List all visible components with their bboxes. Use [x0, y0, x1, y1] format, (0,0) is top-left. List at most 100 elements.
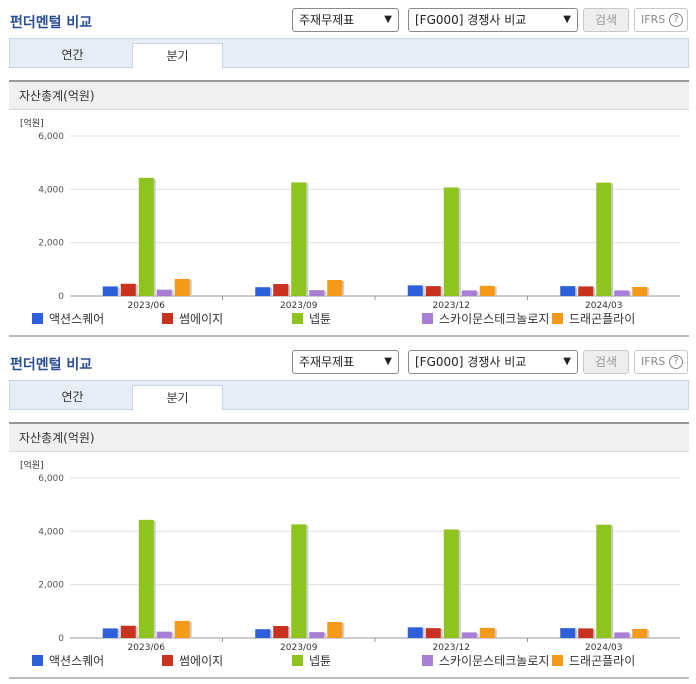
section-title: 자산총계(억원): [9, 422, 689, 452]
bar: [273, 626, 289, 638]
y-tick-label: 2,000: [38, 239, 64, 249]
compare-select-value: [FG000] 경쟁사 비교: [415, 355, 527, 369]
bar: [425, 286, 441, 296]
legend-label: 넵튠: [309, 654, 332, 668]
statement-select[interactable]: 주재무제표 ▼: [292, 8, 399, 32]
legend-item: 넵튠: [292, 654, 331, 672]
ifrs-label: IFRS: [641, 355, 666, 368]
bar: [138, 177, 154, 296]
bar: [560, 286, 576, 296]
bar: [156, 631, 172, 638]
bar: [174, 278, 190, 296]
bar: [255, 287, 271, 296]
y-tick-label: 0: [58, 634, 64, 644]
bar: [327, 280, 343, 296]
ifrs-label: IFRS: [641, 13, 666, 26]
bar: [461, 632, 477, 638]
legend-swatch: [552, 655, 563, 666]
ifrs-button[interactable]: IFRS ?: [634, 350, 688, 374]
y-tick-label: 2,000: [38, 581, 64, 591]
page-title: 펀더멘털 비교: [10, 357, 93, 373]
bar: [138, 519, 154, 638]
y-tick-label: 0: [58, 292, 64, 302]
help-icon[interactable]: ?: [669, 13, 683, 27]
bar: [596, 182, 612, 296]
legend-swatch: [32, 655, 43, 666]
legend-swatch: [552, 313, 563, 324]
chevron-down-icon: ▼: [384, 14, 392, 25]
legend-label: 드래곤플라이: [569, 654, 636, 668]
chevron-down-icon: ▼: [563, 14, 571, 25]
statement-select-value: 주재무제표: [299, 13, 355, 27]
statement-select[interactable]: 주재무제표 ▼: [292, 350, 399, 374]
y-unit-label: [억원]: [20, 117, 44, 129]
x-tick-label: 2024/03: [585, 301, 622, 311]
legend-item: 액션스퀘어: [32, 654, 104, 672]
tab-annual[interactable]: 연간: [61, 48, 84, 62]
compare-select[interactable]: [FG000] 경쟁사 비교 ▼: [408, 350, 578, 374]
fundamental-block-1: 펀더멘털 비교 주재무제표 ▼ [FG000] 경쟁사 비교 ▼ 검색 IFRS…: [0, 0, 696, 337]
period-tabs: 연간 분기: [9, 380, 689, 411]
bar: [461, 290, 477, 296]
block-header: 펀더멘털 비교 주재무제표 ▼ [FG000] 경쟁사 비교 ▼ 검색 IFRS…: [0, 0, 696, 38]
asset-chart: [억원] 6,000 4,000 2,000 0 2023/06 2023/09 2023/1…: [20, 117, 680, 311]
bar: [255, 629, 271, 638]
compare-select-value: [FG000] 경쟁사 비교: [415, 13, 527, 27]
legend-label: 드래곤플라이: [569, 312, 636, 326]
tab-annual[interactable]: 연간: [61, 390, 84, 404]
legend-item: 스카이문스테크놀로지: [422, 654, 552, 672]
period-tabs: 연간 분기: [9, 38, 689, 69]
legend-label: 액션스퀘어: [49, 654, 105, 668]
x-tick-label: 2023/12: [433, 643, 470, 653]
y-tick-label: 4,000: [38, 185, 64, 195]
bar: [632, 628, 648, 638]
y-tick-label: 6,000: [38, 132, 64, 142]
fundamental-block-2: 펀더멘털 비교 주재무제표 ▼ [FG000] 경쟁사 비교 ▼ 검색 IFRS…: [0, 342, 696, 684]
y-tick-label: 4,000: [38, 527, 64, 537]
legend-label: 액션스퀘어: [49, 312, 105, 326]
x-tick-label: 2023/06: [128, 301, 166, 311]
legend-swatch: [32, 313, 43, 324]
compare-select[interactable]: [FG000] 경쟁사 비교 ▼: [408, 8, 578, 32]
legend-swatch: [292, 313, 303, 324]
legend-label: 썸에이지: [179, 312, 224, 326]
y-unit-label: [억원]: [20, 459, 44, 471]
asset-chart: [억원] 6,000 4,000 2,000 0 2023/06 2023/09 2023/1…: [20, 459, 680, 653]
bar: [273, 284, 289, 296]
bar: [578, 286, 594, 296]
section-title: 자산총계(억원): [9, 80, 689, 110]
legend-item: 넵튠: [292, 312, 331, 330]
legend-label: 스카이문스테크놀로지: [439, 654, 550, 668]
block-header: 펀더멘털 비교 주재무제표 ▼ [FG000] 경쟁사 비교 ▼ 검색 IFRS…: [0, 342, 696, 380]
legend-label: 스카이문스테크놀로지: [439, 312, 550, 326]
bar: [614, 290, 630, 296]
tab-quarterly[interactable]: 분기: [132, 385, 223, 411]
page-title: 펀더멘털 비교: [10, 15, 93, 31]
bar: [479, 285, 495, 296]
bar: [407, 285, 423, 296]
x-tick-label: 2024/03: [585, 643, 622, 653]
search-button[interactable]: 검색: [583, 350, 629, 374]
x-tick-label: 2023/12: [433, 301, 470, 311]
legend-swatch: [292, 655, 303, 666]
legend-swatch: [162, 655, 173, 666]
search-button[interactable]: 검색: [583, 8, 629, 32]
bar: [291, 182, 307, 296]
y-tick-label: 6,000: [38, 474, 64, 484]
bar: [327, 622, 343, 638]
bar: [102, 286, 118, 296]
chevron-down-icon: ▼: [384, 356, 392, 367]
divider: [9, 335, 689, 337]
divider: [9, 677, 689, 679]
statement-select-value: 주재무제표: [299, 355, 355, 369]
bar: [291, 524, 307, 638]
legend-label: 넵튠: [309, 312, 332, 326]
bar: [407, 627, 423, 638]
tab-quarterly[interactable]: 분기: [132, 43, 223, 69]
bar: [632, 286, 648, 296]
x-tick-label: 2023/09: [280, 301, 318, 311]
x-tick-label: 2023/06: [128, 643, 166, 653]
ifrs-button[interactable]: IFRS ?: [634, 8, 688, 32]
help-icon[interactable]: ?: [669, 355, 683, 369]
bar: [560, 628, 576, 638]
